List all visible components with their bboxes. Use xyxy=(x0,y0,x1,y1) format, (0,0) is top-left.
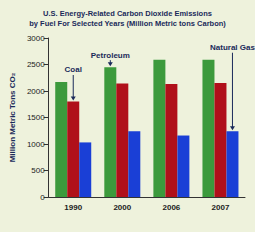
svg-text:Million Metric Tons CO₂: Million Metric Tons CO₂ xyxy=(8,72,17,162)
svg-text:1000: 1000 xyxy=(27,140,45,149)
svg-text:Coal: Coal xyxy=(65,65,82,74)
svg-text:0: 0 xyxy=(40,193,45,202)
svg-text:500: 500 xyxy=(31,166,45,175)
svg-text:U.S. Energy-Related Carbon Dio: U.S. Energy-Related Carbon Dioxide Emiss… xyxy=(43,9,212,18)
svg-text:1500: 1500 xyxy=(27,113,45,122)
svg-text:2006: 2006 xyxy=(162,203,180,212)
svg-text:by Fuel For Selected Years (Mi: by Fuel For Selected Years (Million Metr… xyxy=(29,19,226,28)
svg-text:1990: 1990 xyxy=(64,203,82,212)
svg-text:3000: 3000 xyxy=(27,34,45,43)
svg-text:Petroleum: Petroleum xyxy=(91,51,130,60)
svg-text:Natural Gas: Natural Gas xyxy=(210,43,255,52)
svg-text:2500: 2500 xyxy=(27,60,45,69)
svg-text:2000: 2000 xyxy=(113,203,131,212)
svg-text:2007: 2007 xyxy=(212,203,230,212)
svg-text:2000: 2000 xyxy=(27,87,45,96)
